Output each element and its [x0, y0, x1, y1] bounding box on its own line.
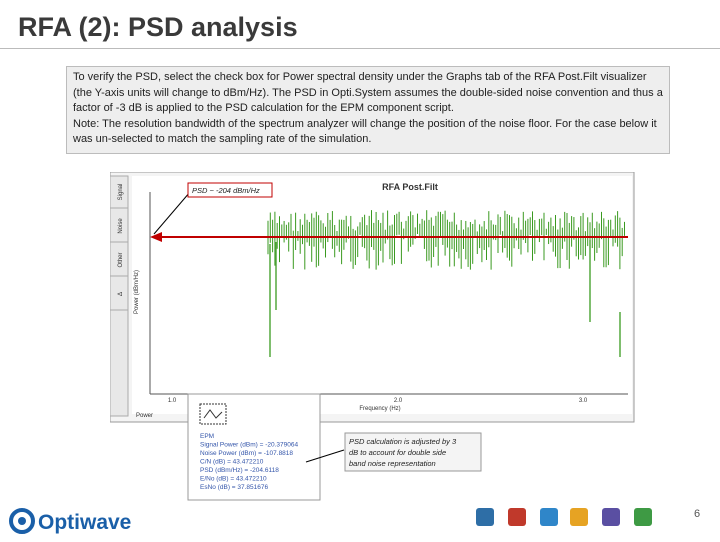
- tab-label: Other: [118, 252, 124, 267]
- tab-label: Signal: [118, 184, 124, 201]
- annotation: PSD ~ -204 dBm/Hz: [192, 186, 260, 195]
- callout-line: [153, 191, 191, 235]
- x-tick-group: 1.0 2.0 3.0: [168, 398, 588, 404]
- annotation-text: PSD calculation is adjusted by 3 dB to ac…: [349, 437, 457, 468]
- product-icon: [570, 508, 588, 526]
- annotation: PSD calculation is adjusted by 3 dB to ac…: [349, 437, 457, 468]
- product-icon: [476, 508, 494, 526]
- logo-ring: [9, 508, 35, 534]
- arrow-head: [150, 232, 162, 242]
- plot-title: RFA Post.Filt: [382, 182, 438, 192]
- annotation-box: [187, 182, 273, 198]
- tab-group: Signal Noise Other Δ: [110, 184, 128, 311]
- paragraph: To verify the PSD, select the check box …: [73, 71, 663, 114]
- y-axis-label: Power (dBm/Hz): [134, 270, 140, 314]
- product-icons: [476, 508, 652, 526]
- info-line: C/N (dB) = 43.472210: [200, 459, 264, 466]
- logo-dot: [18, 517, 26, 525]
- page-number: 6: [694, 508, 701, 520]
- x-tick-label: 3.0: [579, 398, 588, 404]
- plot-background: [132, 176, 632, 414]
- x-axis-label: Frequency (Hz): [359, 406, 400, 412]
- product-icon: [540, 508, 558, 526]
- x-tick-label: 1.0: [168, 398, 177, 404]
- icon-glyph: [203, 409, 223, 419]
- tab-label: Noise: [118, 218, 124, 234]
- info-line: EsNo (dB) = 37.851676: [200, 484, 268, 491]
- paragraph: Note: The resolution bandwidth of the sp…: [73, 117, 657, 146]
- product-icon: [634, 508, 652, 526]
- info-line: EPM: [200, 433, 214, 440]
- info-line: E/No (dB) = 43.472210: [200, 476, 267, 483]
- info-line: Noise Power (dBm) = -107.8818: [200, 450, 293, 457]
- title-rule: [0, 48, 720, 49]
- info-line: Signal Power (dBm) = -20.379064: [200, 442, 298, 449]
- logo-text: Optiwave: [38, 511, 131, 534]
- callout-line: [305, 449, 345, 463]
- description-box: To verify the PSD, select the check box …: [66, 66, 670, 154]
- logo: Optiwave: [8, 505, 138, 542]
- info-lines: EPM Signal Power (dBm) = -20.379064Noise …: [200, 433, 298, 491]
- product-icon: [602, 508, 620, 526]
- tab-strip: [110, 175, 129, 417]
- annotation-box: [344, 432, 482, 472]
- x-tick-label: 2.0: [394, 398, 403, 404]
- info-line: PSD (dBm/Hz) = -204.6118: [200, 467, 279, 474]
- product-icon: [508, 508, 526, 526]
- tab-label: Δ: [118, 292, 124, 296]
- logo-mark: Optiwave: [9, 508, 131, 534]
- slide-title: RFA (2): PSD analysis: [18, 12, 298, 42]
- visualizer-screenshot: Signal Noise Other Δ RFA Post.Filt Power (d…: [110, 172, 635, 501]
- bottom-tab: Power: [136, 413, 153, 419]
